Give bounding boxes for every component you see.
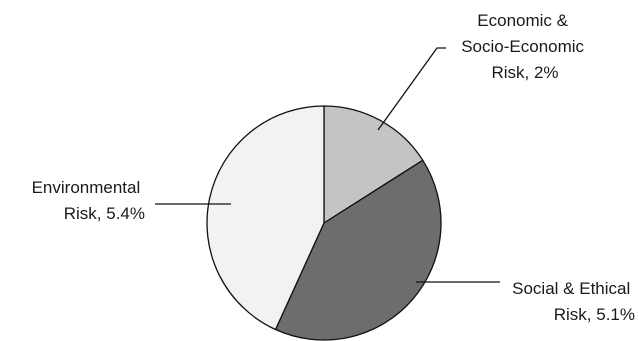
leader-lines [155, 47, 500, 283]
label-environmental: Environmental Risk, 5.4% [32, 178, 145, 223]
pie-slice-social-ethical [274, 159, 442, 341]
label-economic: Economic & Socio-Economic Risk, 2% [461, 11, 589, 82]
slice-labels: Economic & Socio-Economic Risk, 2% Socia… [32, 11, 635, 324]
pie-slice-environmental [206, 105, 325, 331]
pie-slices [206, 105, 442, 341]
leader-line-economic [377, 47, 446, 131]
pie-slice-economic [323, 105, 424, 225]
label-social-ethical: Social & Ethical Risk, 5.1% [512, 279, 635, 324]
